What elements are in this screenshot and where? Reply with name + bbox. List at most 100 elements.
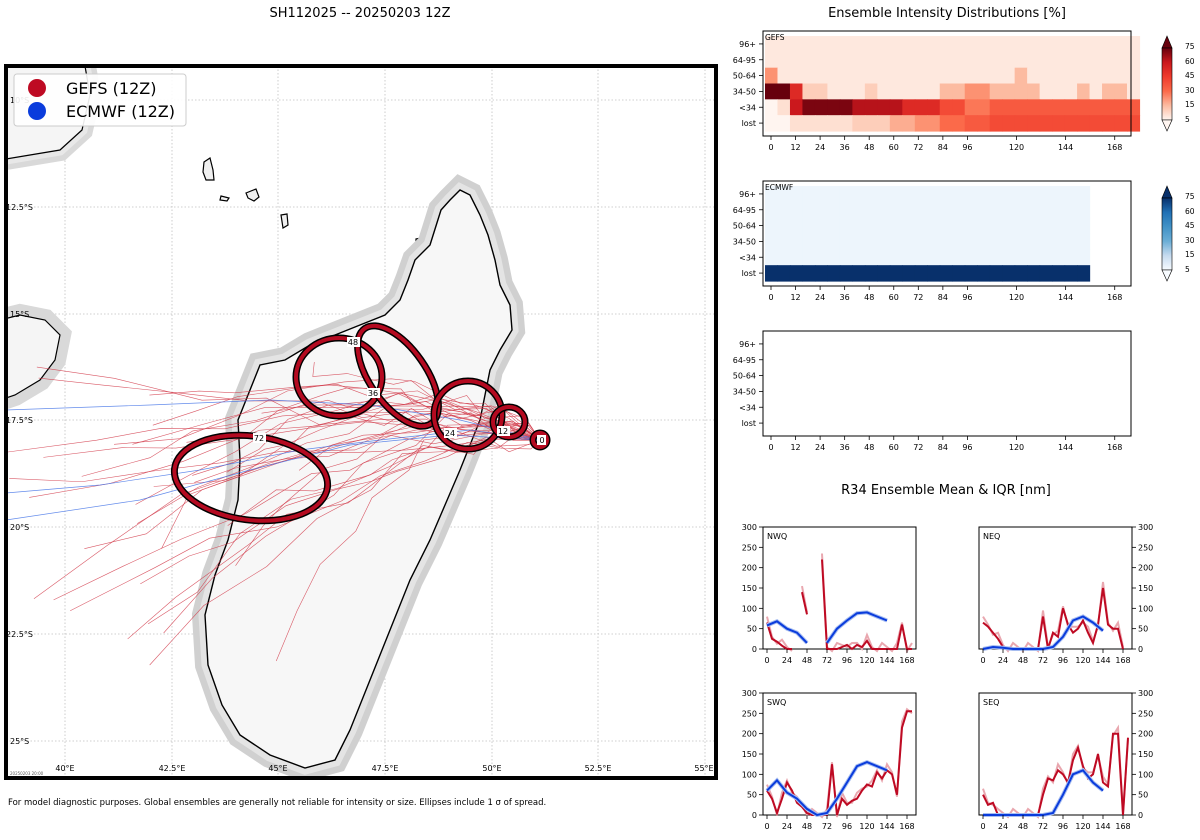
ecmwf-panel-label: ECMWF [765, 183, 793, 192]
x-tick-label: 48 [864, 143, 874, 152]
x-tick-label: 24 [782, 822, 792, 831]
row-label: 34-50 [733, 87, 756, 96]
heatmap-cell [1002, 233, 1016, 250]
heatmap-cell [1114, 51, 1128, 69]
y-tick-label: 100 [742, 604, 757, 613]
lon-labels: 40°E 42.5°E 45°E 47.5°E 50°E 52.5°E 55°E [55, 764, 713, 773]
heatmap-cell [765, 186, 779, 203]
y-tick-label: 300 [742, 689, 757, 698]
y-tick-label: 300 [742, 523, 757, 532]
heatmap-cell [839, 67, 853, 85]
heatmap-cell [852, 83, 866, 100]
heatmap-cell [777, 201, 791, 219]
x-tick-label: 168 [899, 822, 914, 831]
heatmap-cell [952, 217, 966, 235]
heatmap-cell [914, 186, 928, 203]
row-label: lost [742, 269, 756, 278]
heatmap-cell [1002, 99, 1016, 116]
heatmap-cell [1027, 217, 1041, 235]
svg-text:75: 75 [1185, 192, 1195, 201]
heatmap-cell [1014, 265, 1028, 282]
heatmap-cell [1002, 217, 1016, 235]
heatmap-cell [802, 201, 816, 219]
heatmap-cell [1027, 36, 1041, 53]
heatmap-cell [902, 249, 916, 266]
y-tick-label: 300 [1138, 689, 1153, 698]
x-tick-label: 120 [859, 822, 874, 831]
row-label: 96+ [739, 40, 756, 49]
x-tick-label: 144 [1058, 443, 1073, 452]
svg-text:5: 5 [1185, 115, 1190, 124]
x-tick-label: 12 [790, 143, 800, 152]
heatmap-cell [789, 83, 804, 100]
heatmap-cell [1102, 99, 1116, 116]
y-tick-label: 250 [742, 543, 757, 552]
y-tick-label: 250 [1138, 543, 1153, 552]
heatmap-cell [1052, 217, 1066, 235]
heatmap-cell [814, 67, 829, 85]
lon-label: 47.5°E [372, 764, 399, 773]
heatmap-cell [989, 186, 1003, 203]
heatmap-cell [1102, 115, 1116, 132]
row-label: <34 [739, 253, 756, 262]
heatmap-cell [964, 201, 978, 219]
x-tick-label: 96 [1058, 656, 1068, 665]
x-tick-label: 168 [1107, 143, 1122, 152]
heatmap-cell [977, 186, 991, 203]
x-tick-label: 24 [998, 656, 1008, 665]
y-tick-label: 150 [1138, 750, 1153, 759]
heatmap-cell [877, 249, 891, 266]
ellipse-label-36: 36 [367, 388, 380, 398]
heatmap-cell [852, 265, 866, 282]
heatmap-cell [864, 51, 878, 69]
heatmap-cell [977, 83, 991, 100]
empty-intensity-heatmap: 96+ 64-95 50-64 34-50 <34 lost 0 12 24 36 48 60 72 84… [733, 330, 1132, 452]
heatmap-cell [977, 99, 991, 116]
x-tick-label: 168 [1107, 293, 1122, 302]
x-tick-label: 120 [1009, 143, 1024, 152]
heatmap-cell [1077, 249, 1091, 266]
x-tick-label: 96 [962, 443, 972, 452]
heatmap-cell [877, 265, 891, 282]
heatmap-cell [952, 201, 966, 219]
heatmap-cell [802, 36, 816, 53]
ellipse-labels: 0 12 24 36 48 72 [253, 337, 546, 445]
gefs-track-line [235, 412, 541, 566]
y-tick-label: 100 [742, 770, 757, 779]
gefs-track-line [36, 366, 541, 447]
heatmap-cell [902, 115, 916, 132]
track-map: 0 12 24 36 48 72 10°S 12.5°S 15°S 17.5°S… [4, 64, 718, 780]
heatmap-cell [1127, 67, 1141, 85]
gefs-iqr-line [821, 553, 913, 654]
heatmap-cell [952, 265, 966, 282]
x-tick-label: 48 [802, 656, 812, 665]
lat-label: 12.5°S [6, 203, 33, 212]
heatmap-cell [852, 67, 866, 85]
heatmap-cell [1039, 201, 1053, 219]
heatmap-cell [1114, 115, 1128, 132]
heatmap-cell [964, 265, 978, 282]
x-tick-label: 72 [913, 443, 923, 452]
heatmap-cell [989, 99, 1003, 116]
heatmap-cell [1052, 99, 1066, 116]
heatmap-cell [852, 201, 866, 219]
heatmap-cell [1039, 233, 1053, 250]
x-tick-label: 60 [889, 443, 899, 452]
heatmap-cell [777, 99, 791, 116]
gefs-colorbar-ticks: 75 60 45 30 15 5 [1185, 42, 1195, 124]
heatmap-cell [1064, 115, 1078, 132]
heatmap-cell [1039, 67, 1053, 85]
heatmap-cell [877, 83, 891, 100]
heatmap-cell [1052, 67, 1066, 85]
heatmap-cell [902, 265, 916, 282]
heatmap-cell [939, 67, 953, 85]
heatmap-cell [827, 233, 841, 250]
heatmap-cell [1014, 115, 1028, 132]
heatmap-cell [765, 67, 779, 85]
heatmap-cell [864, 217, 878, 235]
heatmap-cell [1039, 83, 1053, 100]
x-tick-label: 0 [768, 443, 773, 452]
heatmap-cell [1014, 99, 1028, 116]
x-tick-label: 24 [815, 293, 825, 302]
